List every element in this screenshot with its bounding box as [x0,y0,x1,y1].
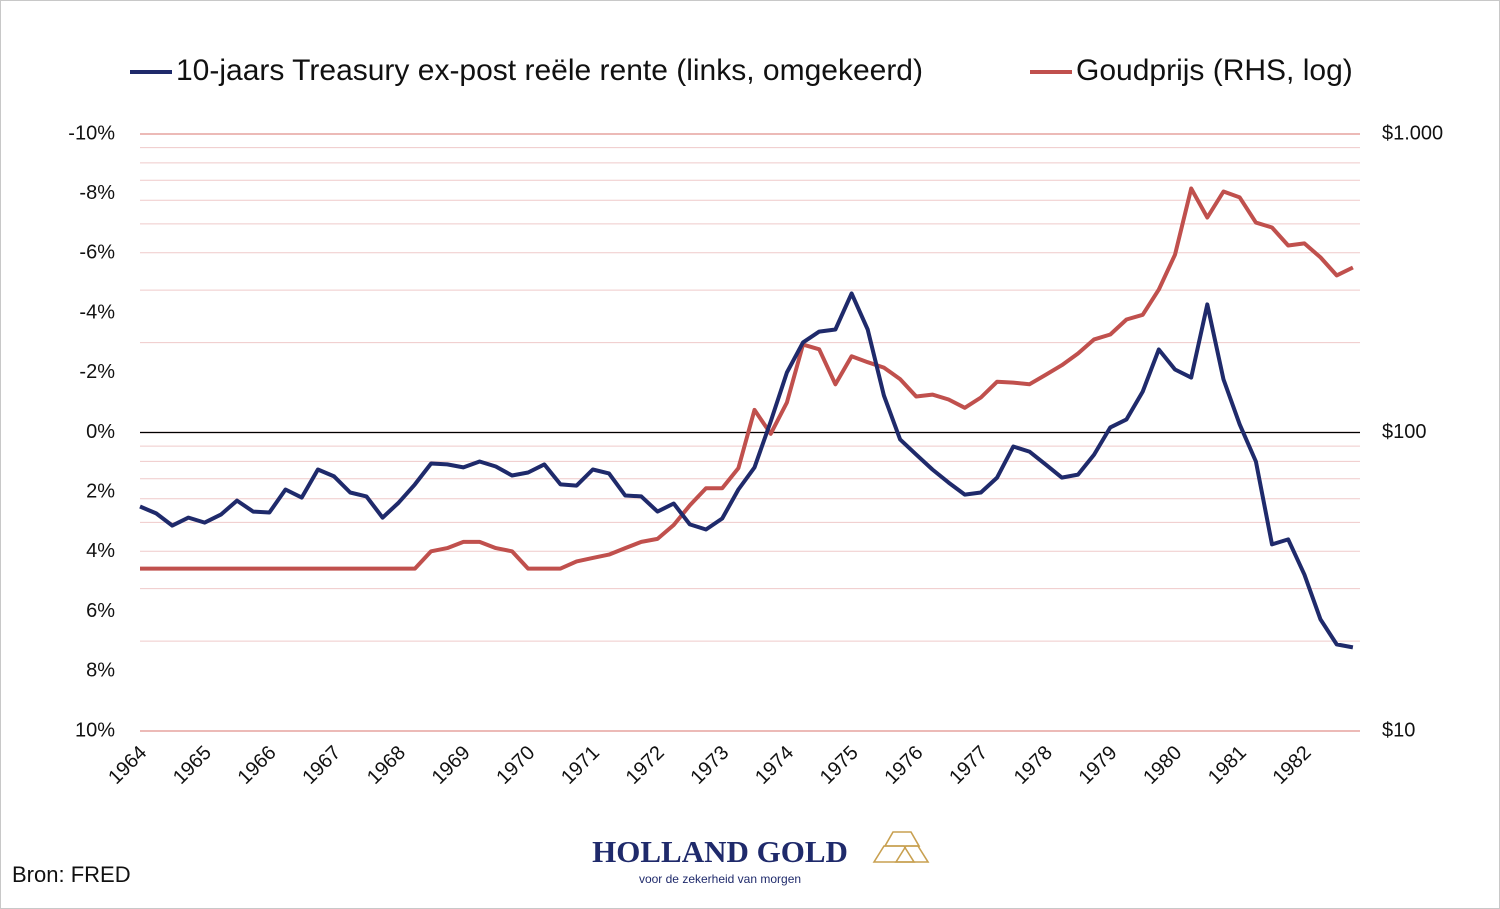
y-tick-label: -2% [79,361,115,383]
y-tick-label: 0% [86,421,115,443]
y2-tick-label: $1.000 [1382,122,1443,144]
y2-tick-label: $100 [1382,421,1427,443]
y-tick-label: -8% [79,182,115,204]
y-tick-label: 4% [86,540,115,562]
y-tick-label: -6% [79,242,115,264]
y-tick-label: 10% [75,719,115,741]
y-tick-label: 6% [86,600,115,622]
series-line [140,186,1354,571]
y-tick-label: 2% [86,480,115,502]
y-tick-label: -10% [68,122,115,144]
logo-tagline: voor de zekerheid van morgen [639,872,801,886]
source-note: Bron: FRED [12,862,131,887]
legend-label: Goudprijs (RHS, log) [1076,54,1353,87]
y-tick-label: 8% [86,660,115,682]
y-tick-label: -4% [79,301,115,323]
legend-label: 10-jaars Treasury ex-post reële rente (l… [176,54,923,87]
y2-tick-label: $10 [1382,719,1415,741]
plot-area [139,186,1354,650]
series-line [139,291,1354,650]
legend: 10-jaars Treasury ex-post reële rente (l… [130,54,1353,87]
logo-icon [872,831,930,863]
logo-name: HOLLAND GOLD [592,834,848,869]
